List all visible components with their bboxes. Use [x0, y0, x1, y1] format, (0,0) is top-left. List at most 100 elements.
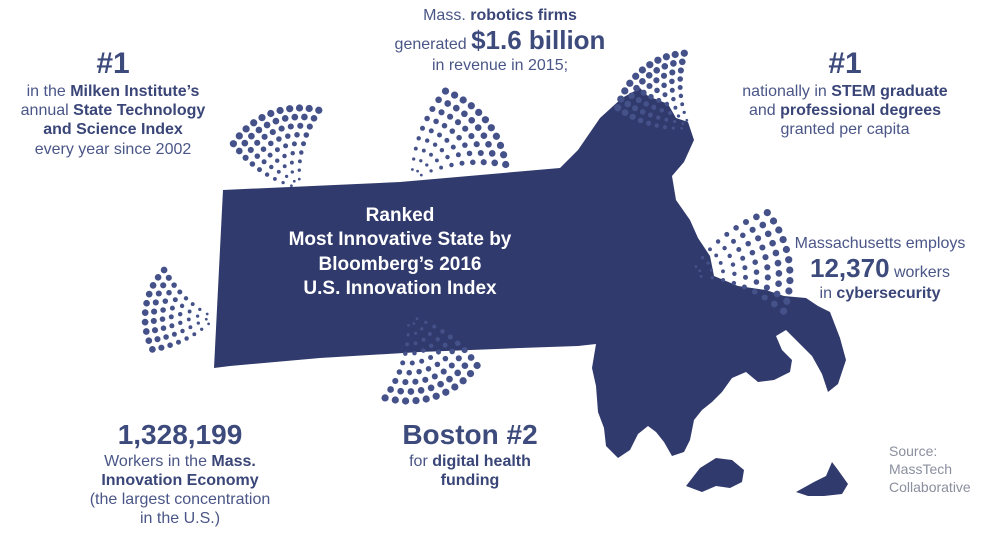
center-line-1: Ranked: [365, 205, 435, 226]
decor-dot: [260, 146, 267, 152]
decor-dot: [785, 256, 793, 264]
decor-dot: [617, 95, 625, 103]
decor-dot: [743, 274, 748, 280]
decor-dot: [782, 245, 791, 254]
decor-dot: [432, 392, 440, 400]
decor-dot: [774, 259, 782, 267]
decor-dot: [177, 311, 183, 317]
center-line-2: Most Innovative State by: [288, 229, 512, 251]
decor-dot: [269, 129, 276, 136]
decor-dot: [272, 117, 280, 125]
decor-dot: [241, 139, 249, 147]
decor-dot: [745, 240, 751, 247]
decor-dot: [281, 115, 289, 122]
decor-dot: [290, 150, 295, 156]
decor-dot: [662, 53, 671, 61]
decor-dot: [764, 274, 771, 281]
decor-dot: [412, 322, 416, 325]
decor-dot: [475, 108, 483, 117]
decor-dot: [235, 147, 243, 155]
decor-dot: [672, 119, 677, 124]
decor-dot: [167, 342, 173, 348]
decor-dot: [646, 120, 652, 126]
decor-dot: [671, 50, 679, 59]
decor-dot: [403, 351, 408, 356]
center-line-4: U.S. Innovation Index: [303, 277, 497, 299]
decor-dot: [276, 136, 282, 142]
decor-dot: [416, 136, 421, 141]
decor-dot: [434, 158, 439, 163]
decor-dot: [283, 143, 289, 149]
decor-dot: [183, 296, 189, 301]
decor-dot: [428, 355, 434, 360]
workers-line-2-bold: Innovation Economy: [101, 471, 259, 489]
decor-dot: [682, 110, 686, 115]
center-line-3: Bloomberg’s 2016: [318, 253, 482, 275]
decor-dot: [718, 260, 723, 265]
decor-dot: [261, 133, 268, 140]
decor-dot: [753, 269, 760, 275]
decor-dot: [424, 115, 430, 122]
decor-dot: [731, 280, 737, 286]
decor-dot: [187, 309, 192, 314]
decor-dot: [269, 164, 274, 170]
decor-dot: [685, 118, 689, 122]
decor-dot: [731, 238, 736, 244]
robotics-callout: Mass. robotics firms generated $1.6 bill…: [360, 6, 640, 76]
decor-dot: [653, 77, 660, 84]
decor-dot: [488, 150, 496, 157]
decor-dot: [154, 336, 161, 343]
decor-dot: [786, 266, 794, 274]
milken-line-1-bold: Milken Institute’s: [70, 83, 200, 100]
decor-dot: [733, 225, 739, 231]
decor-dot: [387, 386, 394, 393]
decor-dot: [621, 109, 629, 116]
decor-dot: [477, 149, 484, 157]
dots-boston: [381, 317, 481, 405]
decor-dot: [392, 377, 399, 384]
decor-dot: [297, 122, 304, 129]
decor-dot: [449, 162, 454, 168]
decor-dot: [295, 104, 304, 112]
decor-dot: [632, 72, 640, 80]
decor-dot: [143, 299, 150, 307]
decor-dot: [422, 395, 430, 403]
decor-dot: [755, 235, 762, 242]
decor-dot: [396, 369, 403, 375]
decor-dot: [284, 174, 289, 179]
decor-dot: [454, 369, 462, 377]
stem-line-2-bold: professional degrees: [780, 102, 942, 120]
decor-dot: [769, 217, 778, 225]
decor-dot: [195, 314, 200, 318]
decor-dot: [786, 276, 794, 285]
decor-dot: [425, 163, 429, 167]
decor-dot: [451, 383, 459, 391]
boston-line-2-bold: funding: [440, 471, 500, 489]
decor-dot: [468, 116, 476, 124]
decor-dot: [405, 342, 410, 347]
decor-dot: [432, 324, 437, 329]
decor-dot: [436, 349, 441, 355]
decor-dot: [149, 282, 157, 289]
decor-dot: [447, 113, 454, 120]
decor-dot: [301, 141, 306, 147]
decor-dot: [450, 91, 459, 99]
decor-dot: [278, 125, 285, 132]
decor-dot: [646, 82, 653, 90]
decor-dot: [429, 152, 433, 157]
decor-dot: [205, 312, 209, 316]
decor-dot: [412, 396, 420, 405]
decor-dot: [447, 334, 453, 340]
decor-dot: [427, 384, 435, 392]
island-marthas-vineyard: [686, 458, 744, 492]
cyber-line-3-pre: in: [819, 285, 837, 303]
decor-dot: [184, 336, 189, 341]
workers-count: 1,328,199: [117, 419, 243, 450]
decor-dot: [297, 177, 301, 181]
decor-dot: [468, 133, 475, 140]
source-line-2: MassTech: [889, 461, 953, 478]
decor-dot: [653, 66, 661, 74]
decor-dot: [171, 282, 177, 288]
decor-dot: [432, 142, 438, 147]
cyber-line-3-bold: cybersecurity: [836, 285, 941, 303]
